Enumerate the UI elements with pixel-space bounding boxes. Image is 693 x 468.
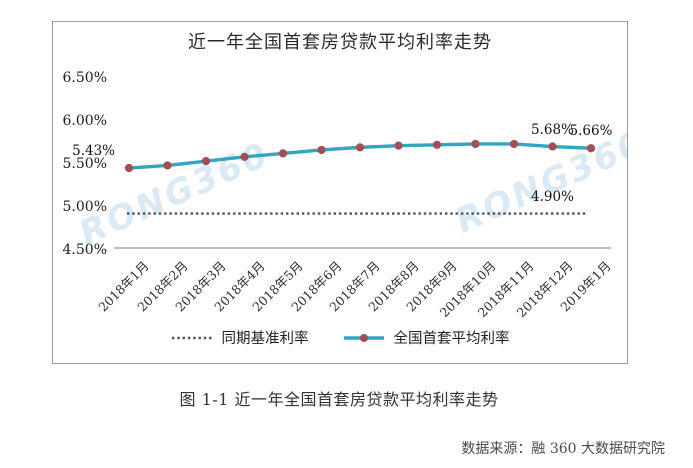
line-marker-icon — [343, 333, 384, 342]
data-point-marker — [163, 161, 172, 170]
chart-panel: RONG360 RONG360 近一年全国首套房贷款平均利率走势 6.50% 6.… — [52, 21, 628, 364]
legend-item-benchmark-rate: 同期基准利率 — [171, 327, 309, 348]
data-value-label: 5.43% — [72, 143, 115, 160]
data-point-marker — [394, 141, 403, 150]
y-axis-tick-label: 5.50% — [62, 156, 107, 172]
legend-label-average: 全国首套平均利率 — [393, 331, 510, 347]
data-point-marker — [471, 139, 480, 149]
data-point-marker — [509, 139, 519, 149]
legend: 同期基准利率 全国首套平均利率 — [53, 327, 627, 348]
chart-title: 近一年全国首套房贷款平均利率走势 — [188, 32, 492, 53]
y-axis-tick-label: 6.50% — [62, 70, 107, 86]
data-value-label: 5.66% — [569, 123, 613, 140]
figure-caption: 图 1-1 近一年全国首套房贷款平均利率走势 — [179, 390, 499, 409]
baseline-value-label: 4.90% — [531, 188, 574, 205]
dotted-line-icon — [171, 336, 212, 339]
data-point-marker — [548, 142, 557, 151]
data-value-label: 5.68% — [531, 121, 574, 138]
data-point-marker — [124, 163, 134, 173]
data-point-marker — [317, 145, 326, 155]
plot-area — [114, 139, 611, 249]
data-point-marker — [586, 144, 596, 153]
data-point-marker — [432, 140, 442, 149]
data-point-marker — [201, 157, 211, 166]
legend-label-benchmark: 同期基准利率 — [221, 331, 309, 347]
y-axis-tick-label: 4.50% — [62, 242, 107, 258]
data-point-marker — [278, 149, 288, 158]
data-point-marker — [240, 152, 249, 161]
data-point-marker — [355, 143, 365, 152]
y-axis-tick-label: 5.00% — [62, 199, 107, 215]
legend-item-average-rate: 全国首套平均利率 — [343, 327, 510, 348]
y-axis-tick-label: 6.00% — [62, 113, 107, 129]
data-source-credit: 数据来源：融 360 大数据研究院 — [461, 441, 665, 457]
